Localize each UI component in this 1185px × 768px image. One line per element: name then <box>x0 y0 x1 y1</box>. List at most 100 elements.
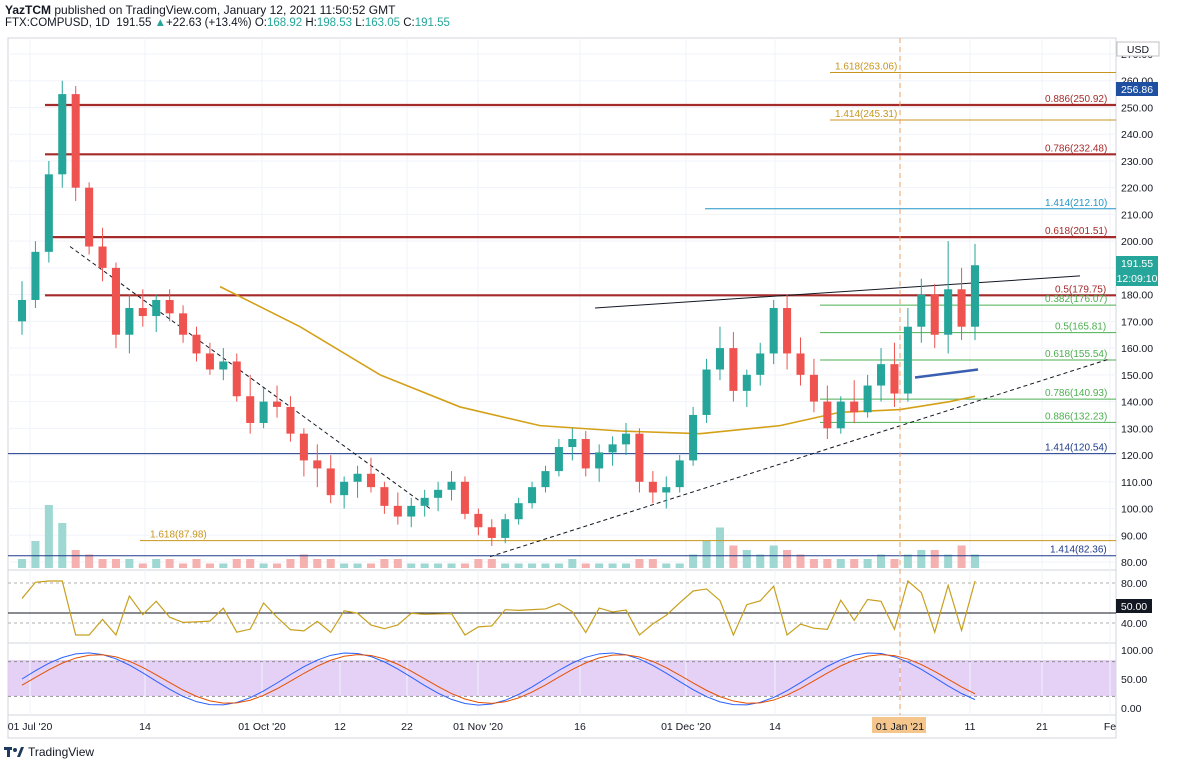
volume-bar <box>85 554 94 568</box>
candle-body <box>769 308 778 354</box>
volume-bar <box>17 559 27 568</box>
currency-badge[interactable] <box>1116 41 1160 57</box>
chart-frame <box>7 37 1117 739</box>
volume-bar <box>850 559 859 568</box>
candle-body <box>756 353 765 375</box>
candle-body <box>138 308 147 317</box>
time-tick-label: 01 Oct '20 <box>238 721 286 733</box>
price-tick-label: 210.00 <box>1121 209 1153 221</box>
volume-bar <box>621 563 631 568</box>
candle-body <box>621 433 631 445</box>
volume-bar <box>192 559 201 568</box>
volume-bar <box>232 559 241 568</box>
close-label: C: <box>403 17 415 29</box>
fib-level-label: 0.618(201.51) <box>1045 226 1107 237</box>
stoch-tick-label: 100.00 <box>1121 645 1153 657</box>
candle-body <box>568 439 577 448</box>
symbol-label[interactable]: FTX:COMPUSD, 1D <box>5 17 110 29</box>
price-tick-label: 100.00 <box>1121 504 1153 516</box>
volume-bar <box>205 563 214 568</box>
time-tick-label: 12 <box>334 721 346 733</box>
volume-bar <box>58 523 67 568</box>
volume-bars <box>17 505 980 568</box>
date-marker-badge <box>872 717 926 733</box>
volume-bar <box>259 563 268 568</box>
candle-body <box>420 497 429 506</box>
volume-bar <box>165 559 174 568</box>
candle-body <box>863 385 872 413</box>
candle-body <box>125 308 134 335</box>
candle-body <box>917 294 926 327</box>
volume-bar <box>903 554 912 568</box>
oscillators: 80.00 40.00 100.00 50.00 0.00 <box>8 578 1153 715</box>
candle-body <box>98 246 107 268</box>
moving-average-line <box>219 285 976 435</box>
candle-body <box>648 481 657 493</box>
volume-bar <box>286 559 295 568</box>
fib-level-label: 1.414(245.31) <box>835 109 897 120</box>
candle-body <box>58 94 67 175</box>
time-tick-label: 01 Nov '20 <box>453 721 503 733</box>
publisher-name[interactable]: YazTCM <box>5 3 52 17</box>
volume-bar <box>434 563 443 568</box>
open-value: 168.92 <box>266 17 303 29</box>
candle-body <box>434 489 443 498</box>
candle-body <box>460 481 469 514</box>
volume-bar <box>648 559 657 568</box>
volume-bar <box>769 545 778 568</box>
candle-body <box>554 447 563 472</box>
candle-body <box>809 374 818 402</box>
grid <box>8 38 1116 715</box>
fib-level-label: 0.886(132.23) <box>1045 411 1107 422</box>
volume-bar <box>420 563 429 568</box>
fib-level-label: 0.786(140.93) <box>1045 388 1107 399</box>
volume-bar <box>460 563 469 568</box>
time-tick-label: 22 <box>401 721 413 733</box>
candle-body <box>393 505 402 517</box>
candle-body <box>742 374 751 391</box>
volume-bar <box>608 563 617 568</box>
fib-level-label: 0.886(250.92) <box>1045 94 1107 105</box>
candle-body <box>273 401 282 407</box>
price-tick-label: 130.00 <box>1121 423 1153 435</box>
volume-bar <box>393 559 402 568</box>
volume-bar <box>219 563 228 568</box>
candle-body <box>890 364 899 394</box>
volume-bar <box>675 563 684 568</box>
candle-body <box>528 487 537 504</box>
candle-body <box>44 174 53 252</box>
candle-body <box>219 361 228 370</box>
fib-level-label: 0.382(176.07) <box>1045 294 1107 305</box>
time-tick-label: 01 Jan '21 <box>876 721 924 733</box>
volume-bar <box>930 550 939 568</box>
volume-bar <box>407 563 416 568</box>
volume-bar <box>890 559 899 568</box>
candle-body <box>192 334 201 354</box>
fib-level-label: 1.414(82.36) <box>1050 545 1107 556</box>
trend-lines <box>69 246 1111 558</box>
rsi-line <box>21 579 976 637</box>
volume-bar <box>796 554 805 568</box>
volume-bar <box>340 563 349 568</box>
volume-bar <box>541 563 550 568</box>
candle-body <box>729 348 738 391</box>
volume-bar <box>125 559 134 568</box>
rsi-level-text: 50.00 <box>1121 601 1147 613</box>
price-tick-label: 150.00 <box>1121 370 1153 382</box>
candle-body <box>541 471 550 488</box>
volume-bar <box>313 559 322 568</box>
volume-bar <box>299 554 308 568</box>
time-tick-label: 01 Dec '20 <box>661 721 711 733</box>
candle-body <box>957 289 966 327</box>
symbol-ohlc-line: FTX:COMPUSD, 1D 191.55 ▲+22.63 (+13.4%) … <box>5 17 450 29</box>
rsi-tick-label: 40.00 <box>1121 618 1147 630</box>
last-price: 191.55 <box>116 17 152 29</box>
stoch-tick-label: 50.00 <box>1121 674 1147 686</box>
fib-levels: 1.618(263.06) 0.886(250.92) 1.414(245.31) 0… <box>8 62 1116 557</box>
time-tick-label: 16 <box>574 721 586 733</box>
tradingview-footer[interactable]: TradingView <box>4 745 94 759</box>
price-tick-label: 120.00 <box>1121 450 1153 462</box>
candle-body <box>17 299 27 322</box>
candle-body <box>836 401 845 429</box>
